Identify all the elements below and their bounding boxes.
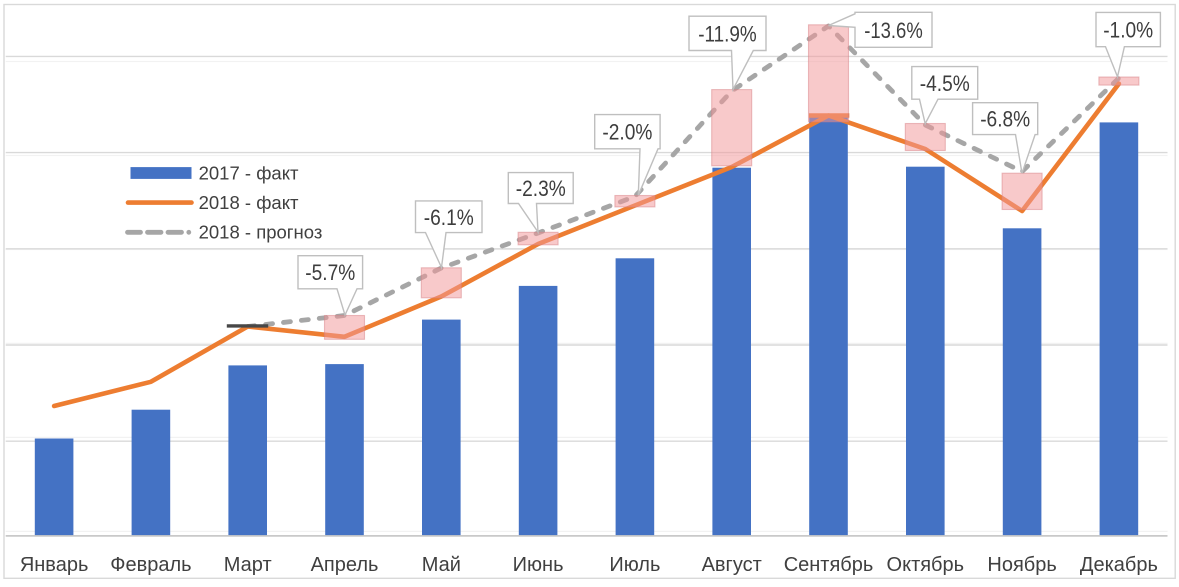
svg-text:-6.1%: -6.1% [424, 205, 474, 230]
svg-text:-5.7%: -5.7% [305, 260, 355, 285]
svg-text:Сентябрь: Сентябрь [784, 554, 874, 576]
svg-text:Февраль: Февраль [110, 554, 191, 576]
svg-text:-11.9%: -11.9% [698, 21, 757, 46]
svg-text:-13.6%: -13.6% [864, 18, 923, 43]
svg-text:-6.8%: -6.8% [980, 107, 1030, 132]
svg-text:Ноябрь: Ноябрь [987, 554, 1056, 576]
svg-text:Июль: Июль [609, 554, 660, 576]
svg-text:Март: Март [224, 554, 272, 576]
svg-text:Август: Август [702, 554, 762, 576]
svg-text:2018 - факт: 2018 - факт [199, 192, 299, 213]
svg-text:-2.0%: -2.0% [602, 120, 652, 145]
svg-text:Декабрь: Декабрь [1080, 554, 1158, 576]
svg-text:2017 - факт: 2017 - факт [199, 163, 299, 184]
svg-text:-2.3%: -2.3% [516, 176, 566, 201]
svg-text:Апрель: Апрель [311, 554, 379, 576]
svg-text:Октябрь: Октябрь [887, 554, 965, 576]
svg-text:Январь: Январь [20, 554, 89, 576]
svg-text:-4.5%: -4.5% [920, 71, 970, 96]
svg-text:2018 - прогноз: 2018 - прогноз [199, 222, 323, 243]
svg-text:Май: Май [422, 554, 461, 576]
svg-text:-1.0%: -1.0% [1103, 18, 1153, 43]
svg-text:Июнь: Июнь [513, 554, 564, 576]
